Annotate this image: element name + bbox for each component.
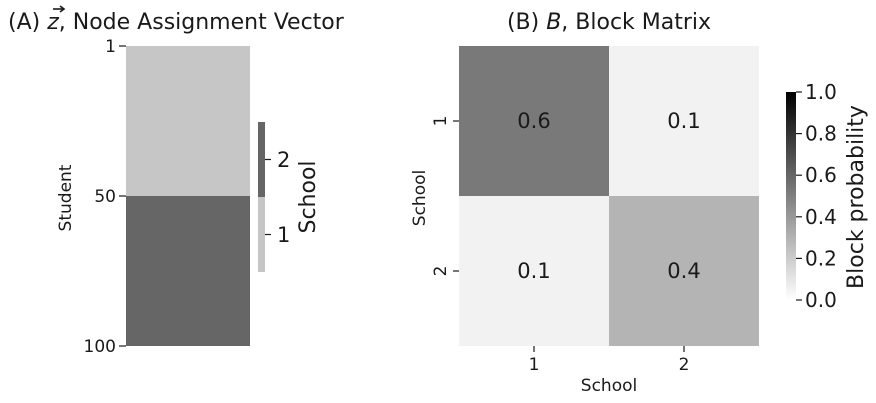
- panel-b-xtick-1: 1: [529, 355, 540, 375]
- panel-a-ytick-1: 1: [105, 37, 116, 57]
- block-probability-tick-label: 0.6: [805, 163, 837, 187]
- node-block-school-2: [126, 196, 250, 346]
- panel-b-title: (B) B, Block Matrix: [507, 10, 711, 35]
- vector-arrow-icon: [53, 5, 66, 13]
- block-cell-label-1-1: 0.6: [517, 109, 550, 133]
- panel-b: (B) B, Block Matrix 0.6 0.1 0.1 0.4 1 2 Sch…: [410, 10, 869, 396]
- panel-a-yticks: 1 50 100: [84, 37, 126, 357]
- block-cell-2-2: [609, 196, 759, 346]
- panel-b-title-symbol: B: [546, 10, 561, 35]
- panel-b-ylabel: School: [410, 170, 430, 226]
- block-cell-1-1: [459, 46, 609, 196]
- block-matrix-cells: 0.6 0.1 0.1 0.4: [459, 46, 759, 346]
- panel-b-xticks: 1 2: [529, 346, 690, 375]
- colorbar-swatch-school-1: [258, 197, 265, 272]
- panel-b-yticks: 1 2: [431, 116, 459, 277]
- panel-a-colorbar-label: School: [296, 160, 321, 233]
- block-cell-1-2: [609, 46, 759, 196]
- panel-a-colorbar: 2 1 School: [258, 122, 321, 272]
- colorbar-tick-2: 2: [277, 148, 290, 172]
- panel-a-ylabel: Student: [56, 164, 76, 231]
- panel-a-title-prefix: (A): [8, 10, 47, 35]
- panel-b-title-prefix: (B): [507, 10, 546, 35]
- panel-a: (A) z, Node Assignment Vector 1 50 100 S…: [8, 5, 345, 357]
- colorbar-tick-1: 1: [277, 223, 290, 247]
- panel-b-title-rest: , Block Matrix: [561, 10, 711, 35]
- block-probability-gradient: [786, 92, 796, 300]
- panel-b-colorbar-label: Block probability: [844, 105, 869, 289]
- panel-b-ytick-1: 1: [431, 116, 451, 127]
- block-cell-label-2-1: 0.1: [517, 259, 550, 283]
- panel-b-xtick-2: 2: [679, 355, 690, 375]
- panel-a-ytick-100: 100: [84, 337, 116, 357]
- colorbar-swatch-school-2: [258, 122, 265, 197]
- block-probability-tick-label: 0.2: [805, 246, 837, 270]
- panel-b-colorbar: 0.0 0.2 0.4 0.6 0.8 1.0 Block probability: [786, 80, 869, 312]
- block-probability-tick-label: 1.0: [805, 80, 837, 104]
- node-block-school-1: [126, 46, 250, 196]
- panel-a-title-symbol: z: [46, 10, 59, 35]
- block-cell-label-1-2: 0.1: [667, 109, 700, 133]
- panel-b-ytick-2: 2: [431, 266, 451, 277]
- block-cell-label-2-2: 0.4: [667, 259, 700, 283]
- block-probability-tick-label: 0.4: [805, 205, 837, 229]
- block-probability-tick-label: 0.8: [805, 122, 837, 146]
- block-probability-tick-label: 0.0: [805, 288, 837, 312]
- block-cell-2-1: [459, 196, 609, 346]
- panel-a-title: (A) z, Node Assignment Vector: [8, 10, 345, 35]
- panel-b-xlabel: School: [581, 376, 637, 396]
- block-probability-ticks: 0.0 0.2 0.4 0.6 0.8 1.0: [796, 80, 837, 312]
- panel-a-ytick-50: 50: [94, 187, 116, 207]
- panel-a-title-rest: , Node Assignment Vector: [59, 10, 345, 35]
